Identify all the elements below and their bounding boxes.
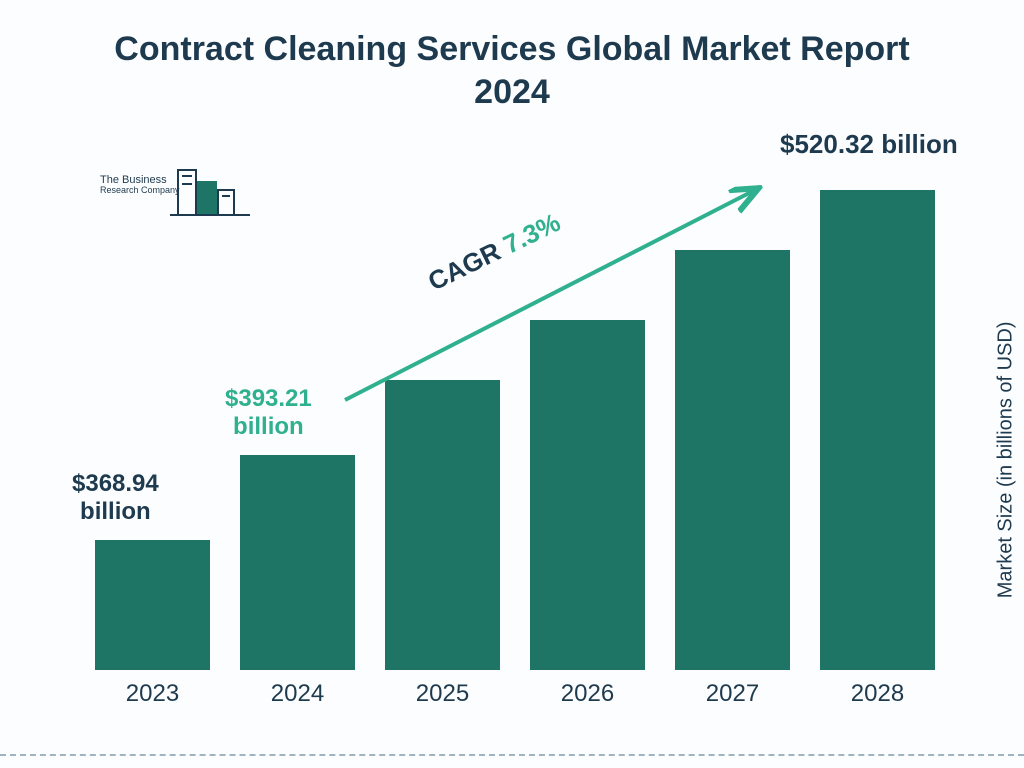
xlabel-2026: 2026 bbox=[530, 680, 645, 708]
bar-2023 bbox=[95, 540, 210, 670]
bar-2027 bbox=[675, 250, 790, 670]
data-label-1: $393.21billion bbox=[225, 385, 312, 440]
xlabel-2027: 2027 bbox=[675, 680, 790, 708]
bar-2026 bbox=[530, 320, 645, 670]
xlabel-2025: 2025 bbox=[385, 680, 500, 708]
y-axis-label: Market Size (in billions of USD) bbox=[995, 322, 1018, 599]
bar-2024 bbox=[240, 455, 355, 670]
xlabel-2028: 2028 bbox=[820, 680, 935, 708]
data-label-2: $520.32 billion bbox=[780, 130, 958, 160]
bar-2028 bbox=[820, 190, 935, 670]
bar-2025 bbox=[385, 380, 500, 670]
xlabel-2024: 2024 bbox=[240, 680, 355, 708]
xlabel-2023: 2023 bbox=[95, 680, 210, 708]
data-label-0: $368.94billion bbox=[72, 470, 159, 525]
chart-title: Contract Cleaning Services Global Market… bbox=[0, 28, 1024, 113]
footer-divider bbox=[0, 754, 1024, 756]
